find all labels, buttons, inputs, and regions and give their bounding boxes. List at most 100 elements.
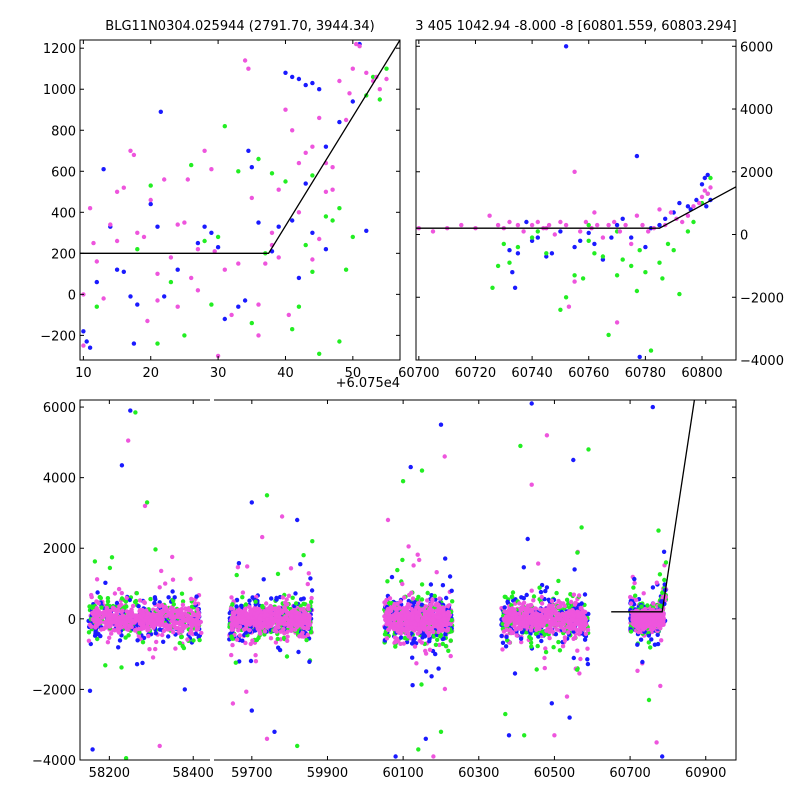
data-point — [290, 595, 295, 600]
data-point — [153, 631, 158, 636]
data-point — [286, 593, 292, 598]
data-point — [171, 630, 176, 635]
data-point — [524, 592, 529, 598]
data-point — [243, 640, 248, 646]
data-point — [262, 609, 268, 614]
data-point — [136, 604, 141, 609]
data-point — [583, 219, 589, 225]
data-point — [108, 222, 113, 227]
data-point — [634, 616, 639, 621]
data-point — [137, 630, 142, 635]
data-point — [94, 259, 100, 264]
data-point — [651, 601, 656, 606]
data-point — [510, 270, 515, 275]
data-point — [253, 599, 258, 604]
data-point — [542, 655, 547, 661]
x-tick-label: 59700 — [231, 766, 272, 781]
data-point — [628, 601, 634, 606]
panel-zoom-recent-fit-line — [416, 186, 737, 229]
data-point — [110, 605, 116, 610]
panel-zoom-recent-title: 3 405 1042.94 -8.000 -8 [60801.559, 6080… — [415, 19, 736, 34]
data-point — [253, 653, 258, 658]
data-point — [304, 637, 309, 643]
data-point — [524, 624, 529, 629]
data-point — [310, 539, 315, 544]
data-point — [284, 654, 290, 659]
data-point — [427, 602, 433, 607]
data-point — [578, 656, 583, 662]
data-point — [155, 271, 160, 276]
data-point — [124, 616, 129, 622]
data-point — [317, 236, 322, 242]
data-point — [143, 618, 148, 623]
data-point — [81, 343, 86, 348]
data-point — [234, 604, 239, 609]
data-point — [635, 668, 640, 673]
data-point — [495, 263, 501, 269]
data-point — [190, 611, 196, 616]
data-point — [385, 621, 390, 626]
data-point — [514, 633, 519, 638]
data-point — [86, 638, 92, 643]
data-point — [282, 631, 287, 636]
data-point — [544, 585, 550, 590]
data-point — [233, 621, 239, 626]
data-point — [364, 228, 369, 233]
panel-full-lightcurve-axes: 58200 58400 59700 59900 60100 60300 60500 60700… — [32, 399, 737, 781]
data-point — [558, 307, 563, 312]
data-point — [585, 657, 590, 662]
data-point — [189, 628, 194, 633]
data-point — [148, 596, 153, 602]
data-point — [425, 590, 430, 596]
data-point — [657, 207, 662, 212]
data-point — [171, 621, 176, 626]
data-point — [303, 181, 308, 186]
data-point — [145, 626, 150, 631]
data-point — [671, 248, 676, 253]
data-point — [440, 641, 445, 647]
data-point — [410, 683, 415, 688]
data-point — [409, 590, 414, 595]
data-point — [563, 44, 569, 49]
data-point — [422, 615, 427, 620]
data-point — [148, 197, 153, 203]
data-point — [694, 197, 699, 203]
data-point — [310, 269, 315, 274]
data-point — [263, 261, 268, 266]
data-point — [582, 637, 588, 642]
data-point — [553, 632, 559, 637]
data-point — [170, 554, 175, 560]
data-point — [645, 603, 650, 608]
data-point — [410, 596, 416, 601]
data-point — [289, 609, 295, 614]
data-point — [431, 754, 436, 759]
data-point — [370, 74, 376, 80]
data-point — [305, 632, 310, 637]
data-point — [529, 238, 535, 243]
data-point — [640, 222, 645, 228]
data-point — [525, 616, 530, 621]
data-point — [130, 618, 135, 623]
data-point — [583, 622, 588, 628]
data-point — [173, 646, 178, 651]
data-point — [132, 599, 138, 605]
data-point — [307, 659, 312, 664]
data-point — [196, 611, 201, 616]
data-point — [501, 241, 506, 247]
data-point — [577, 671, 582, 676]
data-point — [234, 572, 239, 578]
data-point — [130, 603, 136, 609]
panel-zoom-recent: 3 405 1042.94 -8.000 -8 [60801.559, 6080… — [398, 19, 784, 381]
data-point — [398, 635, 404, 640]
data-point — [101, 167, 106, 172]
data-point — [651, 618, 656, 624]
data-point — [306, 603, 311, 608]
data-point — [114, 189, 120, 194]
data-point — [159, 568, 164, 574]
data-point — [276, 618, 281, 624]
data-point — [284, 609, 289, 614]
data-point — [576, 593, 582, 598]
data-point — [215, 234, 221, 240]
data-point — [195, 247, 201, 252]
data-point — [330, 165, 335, 170]
